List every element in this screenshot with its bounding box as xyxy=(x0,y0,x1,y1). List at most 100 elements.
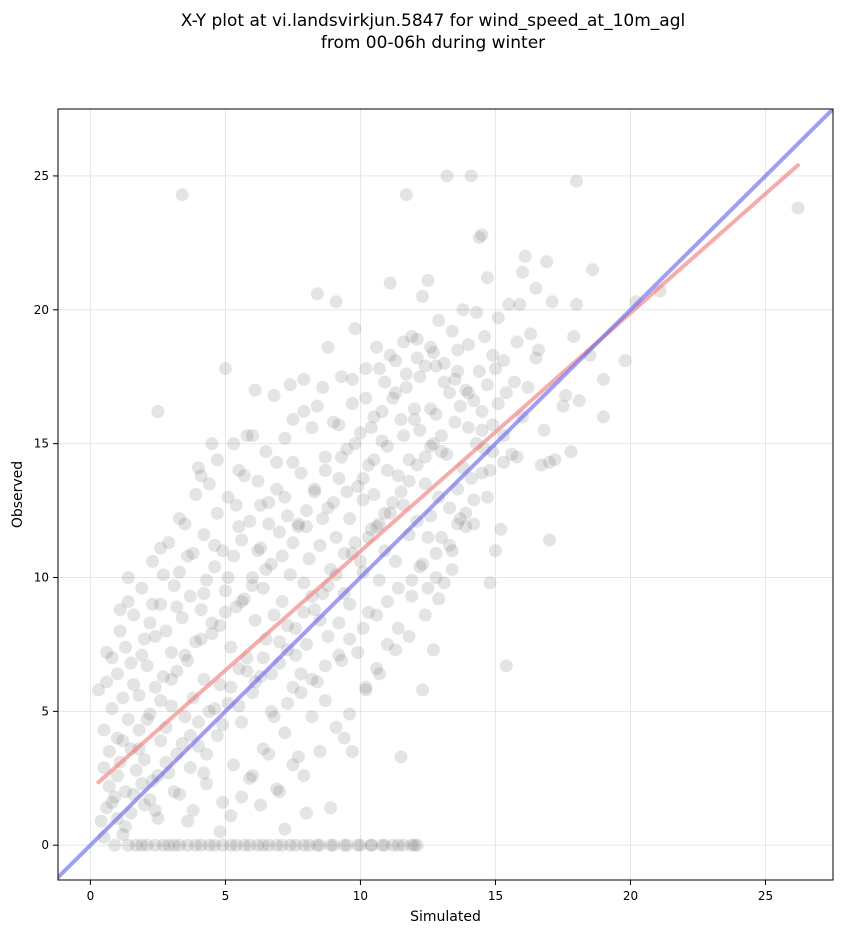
points-layer xyxy=(92,169,805,852)
data-point xyxy=(237,592,251,606)
data-point xyxy=(302,838,316,852)
data-point xyxy=(251,544,265,558)
data-point xyxy=(167,838,181,852)
plot-frame xyxy=(57,108,834,881)
data-point xyxy=(127,608,141,622)
data-point xyxy=(183,728,197,742)
data-point xyxy=(486,418,500,432)
data-point xyxy=(173,787,187,801)
data-point xyxy=(102,779,116,793)
data-point xyxy=(410,458,424,472)
data-point xyxy=(329,530,343,544)
data-point xyxy=(345,372,359,386)
data-point xyxy=(397,429,411,443)
data-point xyxy=(175,188,189,202)
data-point xyxy=(216,838,230,852)
data-point xyxy=(119,785,133,799)
data-point xyxy=(399,367,413,381)
data-point xyxy=(432,592,446,606)
data-point xyxy=(162,536,176,550)
data-point xyxy=(283,378,297,392)
data-point xyxy=(399,380,413,394)
data-point xyxy=(586,263,600,277)
data-point xyxy=(372,362,386,376)
data-point xyxy=(305,710,319,724)
identity-line xyxy=(58,109,833,880)
data-point xyxy=(316,380,330,394)
data-point xyxy=(418,359,432,373)
data-point xyxy=(286,455,300,469)
data-point xyxy=(451,364,465,378)
data-point xyxy=(308,482,322,496)
data-point xyxy=(248,383,262,397)
data-point xyxy=(194,603,208,617)
data-point xyxy=(313,538,327,552)
data-point xyxy=(170,600,184,614)
data-point xyxy=(364,838,378,852)
data-point xyxy=(181,549,195,563)
data-point xyxy=(208,560,222,574)
data-point xyxy=(394,750,408,764)
data-point xyxy=(343,597,357,611)
data-point xyxy=(237,838,251,852)
data-point xyxy=(343,707,357,721)
x-tick-label: 25 xyxy=(758,889,773,903)
data-point xyxy=(402,453,416,467)
data-point xyxy=(154,597,168,611)
data-point xyxy=(367,410,381,424)
data-point xyxy=(353,554,367,568)
data-point xyxy=(294,466,308,480)
data-point xyxy=(472,364,486,378)
data-point xyxy=(262,496,276,510)
data-point xyxy=(343,632,357,646)
data-point xyxy=(421,581,435,595)
data-point xyxy=(529,281,543,295)
data-point xyxy=(467,517,481,531)
data-point xyxy=(372,667,386,681)
data-point xyxy=(445,562,459,576)
data-point xyxy=(359,362,373,376)
data-point xyxy=(434,530,448,544)
data-point xyxy=(416,289,430,303)
data-point xyxy=(113,603,127,617)
x-axis-label: Simulated xyxy=(410,909,481,925)
data-point xyxy=(272,525,286,539)
data-point xyxy=(372,573,386,587)
data-point xyxy=(316,587,330,601)
data-point xyxy=(351,838,365,852)
data-point xyxy=(218,584,232,598)
data-point xyxy=(275,549,289,563)
data-point xyxy=(343,512,357,526)
data-point xyxy=(202,477,216,491)
data-point xyxy=(335,450,349,464)
data-point xyxy=(521,380,535,394)
data-point xyxy=(105,702,119,716)
data-point xyxy=(416,557,430,571)
data-point xyxy=(272,635,286,649)
data-point xyxy=(416,683,430,697)
data-point xyxy=(345,396,359,410)
data-point xyxy=(356,493,370,507)
data-point xyxy=(434,429,448,443)
data-point xyxy=(189,635,203,649)
data-point xyxy=(332,616,346,630)
data-point xyxy=(148,680,162,694)
data-point xyxy=(497,354,511,368)
data-point xyxy=(256,742,270,756)
data-point xyxy=(378,838,392,852)
data-point xyxy=(297,605,311,619)
data-point xyxy=(262,838,276,852)
data-point xyxy=(119,640,133,654)
data-point xyxy=(121,712,135,726)
data-point xyxy=(132,688,146,702)
data-point xyxy=(318,450,332,464)
data-point xyxy=(270,838,284,852)
data-point xyxy=(116,827,130,841)
data-point xyxy=(194,632,208,646)
data-point xyxy=(572,394,586,408)
data-point xyxy=(386,838,400,852)
data-point xyxy=(100,645,114,659)
data-point xyxy=(559,388,573,402)
data-point xyxy=(205,437,219,451)
data-point xyxy=(310,287,324,301)
